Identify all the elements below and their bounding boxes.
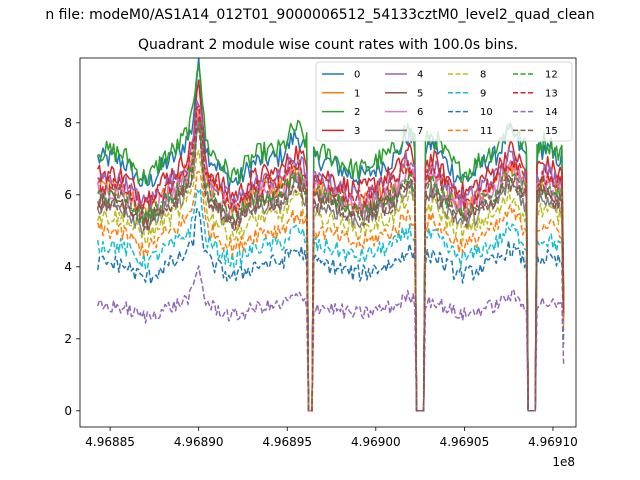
legend-label-3: 3 (354, 126, 360, 137)
x-axis: 4.96885 4.96890 4.96895 4.96900 4.96905 4.969… (85, 427, 578, 449)
series-layer (96, 58, 565, 412)
series-line-8 (96, 149, 565, 412)
y-tick-label: 6 (64, 188, 72, 202)
legend-label-2: 2 (354, 107, 360, 118)
series-line-11 (96, 170, 565, 412)
legend-label-14: 14 (545, 107, 558, 118)
legend-label-12: 12 (545, 70, 558, 81)
legend-label-0: 0 (354, 70, 360, 81)
series-line-9 (96, 188, 565, 412)
legend-label-4: 4 (417, 70, 423, 81)
y-tick-label: 0 (64, 404, 72, 418)
series-line-15 (96, 126, 565, 412)
y-axis: 0 2 4 6 8 (64, 116, 80, 418)
x-offset-label: 1e8 (552, 455, 575, 469)
x-tick-label: 4.96910 (528, 435, 578, 449)
x-tick-label: 4.96895 (262, 435, 312, 449)
legend-box (315, 61, 573, 142)
figure-suptitle: n file: modeM0/AS1A14_012T01_9000006512_… (45, 7, 594, 23)
y-tick-label: 4 (64, 260, 72, 274)
legend-label-11: 11 (480, 126, 493, 137)
x-tick-label: 4.96900 (351, 435, 401, 449)
x-tick-label: 4.96890 (174, 435, 224, 449)
y-tick-label: 8 (64, 116, 72, 130)
legend-label-5: 5 (417, 88, 423, 99)
series-line-2 (97, 64, 565, 412)
legend-label-15: 15 (545, 126, 558, 137)
chart-title: Quadrant 2 module wise count rates with … (138, 37, 518, 53)
legend-label-13: 13 (545, 88, 558, 99)
x-tick-label: 4.96885 (85, 435, 135, 449)
legend-label-6: 6 (417, 107, 423, 118)
legend-label-7: 7 (417, 126, 423, 137)
series-line-10 (96, 208, 565, 412)
plot-frame (79, 57, 577, 428)
legend-label-8: 8 (480, 70, 486, 81)
legend-label-9: 9 (480, 88, 486, 99)
x-tick-label: 4.96905 (440, 435, 490, 449)
legend-label-1: 1 (354, 88, 360, 99)
y-tick-label: 2 (64, 332, 72, 346)
legend-label-10: 10 (480, 107, 493, 118)
series-line-14 (96, 265, 565, 412)
series-line-13 (97, 104, 565, 412)
